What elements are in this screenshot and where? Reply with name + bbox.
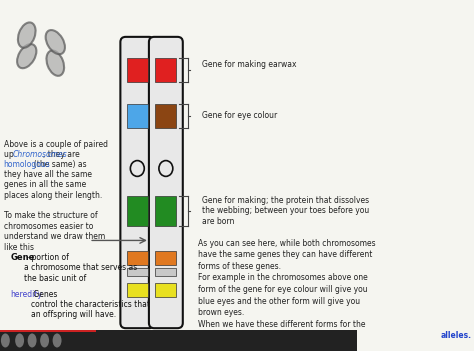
Text: , they are: , they are — [43, 150, 80, 159]
Ellipse shape — [27, 333, 36, 347]
Ellipse shape — [53, 333, 62, 347]
Ellipse shape — [130, 160, 144, 177]
Text: When we have these different forms for the: When we have these different forms for t… — [198, 320, 365, 329]
FancyBboxPatch shape — [127, 267, 148, 277]
Text: Genes
control the characteristics that
an offspring will have.: Genes control the characteristics that a… — [31, 290, 150, 319]
Text: have the same genes they can have different: have the same genes they can have differ… — [198, 250, 373, 259]
Ellipse shape — [17, 44, 36, 68]
Text: Gene for eye colour: Gene for eye colour — [201, 111, 277, 120]
Text: form of the gene for eye colour will give you: form of the gene for eye colour will giv… — [198, 285, 367, 294]
FancyBboxPatch shape — [0, 330, 356, 351]
Text: homologous: homologous — [4, 160, 50, 169]
FancyBboxPatch shape — [127, 58, 148, 82]
Text: blue eyes and the other form will give you: blue eyes and the other form will give y… — [198, 297, 360, 306]
FancyBboxPatch shape — [120, 37, 154, 328]
FancyBboxPatch shape — [155, 58, 176, 82]
Ellipse shape — [46, 51, 64, 76]
Ellipse shape — [159, 160, 173, 177]
FancyBboxPatch shape — [127, 196, 148, 225]
FancyBboxPatch shape — [127, 251, 148, 265]
FancyBboxPatch shape — [0, 330, 96, 332]
Ellipse shape — [40, 333, 49, 347]
Text: heredity.: heredity. — [11, 290, 44, 299]
Text: Gene: Gene — [11, 253, 35, 262]
Text: up: up — [4, 150, 16, 159]
Ellipse shape — [1, 333, 10, 347]
Text: Chromosomes: Chromosomes — [12, 150, 67, 159]
Text: (the same) as: (the same) as — [29, 160, 87, 169]
FancyBboxPatch shape — [127, 104, 148, 128]
FancyBboxPatch shape — [155, 251, 176, 265]
FancyBboxPatch shape — [149, 37, 183, 328]
Text: alleles.: alleles. — [440, 331, 472, 340]
FancyBboxPatch shape — [155, 104, 176, 128]
Text: Gene for making earwax: Gene for making earwax — [201, 60, 296, 69]
Text: As you can see here, while both chromosomes: As you can see here, while both chromoso… — [198, 239, 375, 248]
FancyBboxPatch shape — [127, 283, 148, 297]
Ellipse shape — [18, 22, 36, 48]
Ellipse shape — [15, 333, 24, 347]
Text: brown eyes.: brown eyes. — [198, 308, 244, 317]
FancyBboxPatch shape — [155, 267, 176, 277]
Text: For example in the chromosomes above one: For example in the chromosomes above one — [198, 273, 368, 283]
FancyBboxPatch shape — [155, 196, 176, 225]
Text: Gene for making; the protein that dissolves
the webbing; between your toes befor: Gene for making; the protein that dissol… — [201, 196, 369, 225]
Ellipse shape — [46, 30, 65, 54]
Text: - portion of
a chromosome that serves as
the basic unit of: - portion of a chromosome that serves as… — [24, 253, 137, 283]
Text: forms of these genes.: forms of these genes. — [198, 262, 281, 271]
Text: they have all the same
genes in all the same
places along their length.

To make: they have all the same genes in all the … — [4, 170, 105, 252]
FancyBboxPatch shape — [155, 283, 176, 297]
Text: Above is a couple of paired: Above is a couple of paired — [4, 140, 108, 150]
Text: same gene we call these forms: same gene we call these forms — [198, 331, 319, 340]
